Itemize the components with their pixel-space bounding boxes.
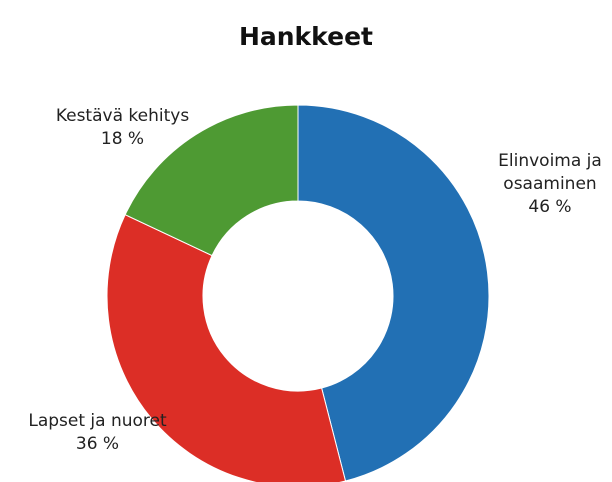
category-label: Kestävä kehitys — [55, 106, 190, 126]
donut-slice — [124, 104, 299, 257]
category-label: Lapset ja nuoret — [28, 411, 167, 431]
data-label: Kestävä kehitys 18 % — [30, 105, 215, 151]
data-label: Lapset ja nuoret 36 % — [5, 410, 190, 456]
value-label: 36 % — [75, 434, 120, 454]
donut-slice — [106, 214, 347, 482]
value-label: 18 % — [100, 129, 145, 149]
data-label: Elinvoima ja osaaminen 46 % — [470, 150, 612, 219]
donut-slice — [297, 104, 490, 482]
category-label: Elinvoima ja osaaminen — [498, 151, 602, 194]
value-label: 46 % — [528, 197, 572, 217]
chart-title: Hankkeet — [238, 22, 374, 51]
